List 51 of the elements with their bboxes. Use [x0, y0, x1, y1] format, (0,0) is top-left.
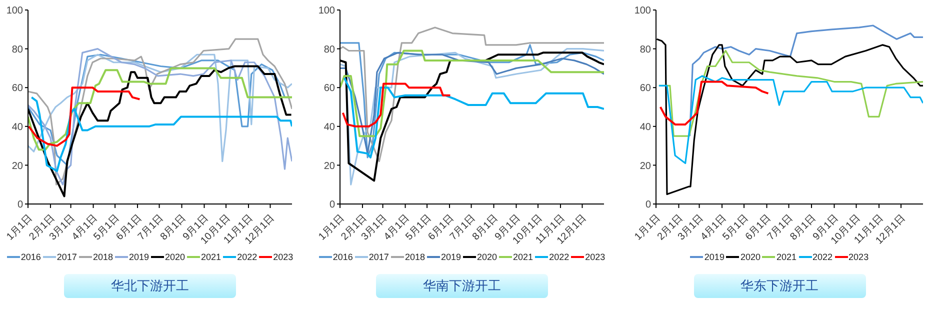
y-tick-label: 0 [329, 200, 336, 211]
text: 华北下游开工 [64, 274, 236, 298]
legend-label: 2021 [776, 252, 797, 262]
y-tick-label: 0 [645, 200, 652, 211]
legend-label: 2020 [165, 252, 186, 262]
y-tick-label: 0 [17, 200, 24, 211]
legend-label: 2021 [513, 252, 534, 262]
y-tick-label: 20 [640, 160, 652, 172]
legend-label: 2023 [273, 252, 294, 262]
y-tick-label: 40 [324, 122, 336, 133]
line-series [343, 76, 604, 158]
y-tick-label: 80 [12, 44, 24, 56]
text: 华南下游开工 [376, 274, 548, 298]
legend-label: 2017 [56, 252, 77, 262]
line-series [342, 82, 452, 128]
legend-label: 2023 [848, 252, 869, 262]
legend-label: 2022 [549, 252, 570, 262]
y-tick-label: 20 [324, 160, 336, 172]
legend-label: 2018 [404, 252, 425, 262]
line-series [340, 50, 604, 138]
y-tick-label: 100 [318, 6, 336, 17]
y-tick-label: 60 [324, 83, 336, 94]
legend-label: 2016 [332, 252, 353, 262]
legend-label: 2020 [477, 252, 498, 262]
y-tick-label: 60 [640, 83, 652, 94]
legend-label: 2023 [585, 252, 606, 262]
legend-label: 2018 [92, 252, 113, 262]
legend-label: 2016 [20, 252, 41, 262]
line-series [659, 80, 770, 126]
legend-label: 2020 [740, 252, 760, 262]
y-tick-label: 80 [324, 44, 336, 56]
text: 华东下游开工 [694, 274, 866, 298]
legend-label: 2019 [440, 252, 461, 262]
legend-label: 2019 [128, 252, 149, 262]
y-tick-label: 20 [12, 160, 24, 172]
legend-label: 2022 [237, 252, 258, 262]
legend-label: 2019 [704, 252, 724, 262]
y-tick-label: 40 [12, 122, 24, 133]
line-series [28, 67, 292, 151]
line-series [28, 86, 141, 147]
legend-label: 2022 [812, 252, 833, 262]
y-tick-label: 100 [6, 6, 24, 17]
legend-label: 2021 [201, 252, 222, 262]
line-series [658, 75, 923, 164]
line-series [30, 96, 292, 172]
legend-label: 2017 [368, 252, 389, 262]
y-tick-label: 60 [12, 83, 24, 94]
y-tick-label: 100 [634, 6, 652, 17]
y-tick-label: 80 [640, 44, 652, 56]
y-tick-label: 40 [640, 122, 652, 133]
line-series [688, 24, 923, 137]
